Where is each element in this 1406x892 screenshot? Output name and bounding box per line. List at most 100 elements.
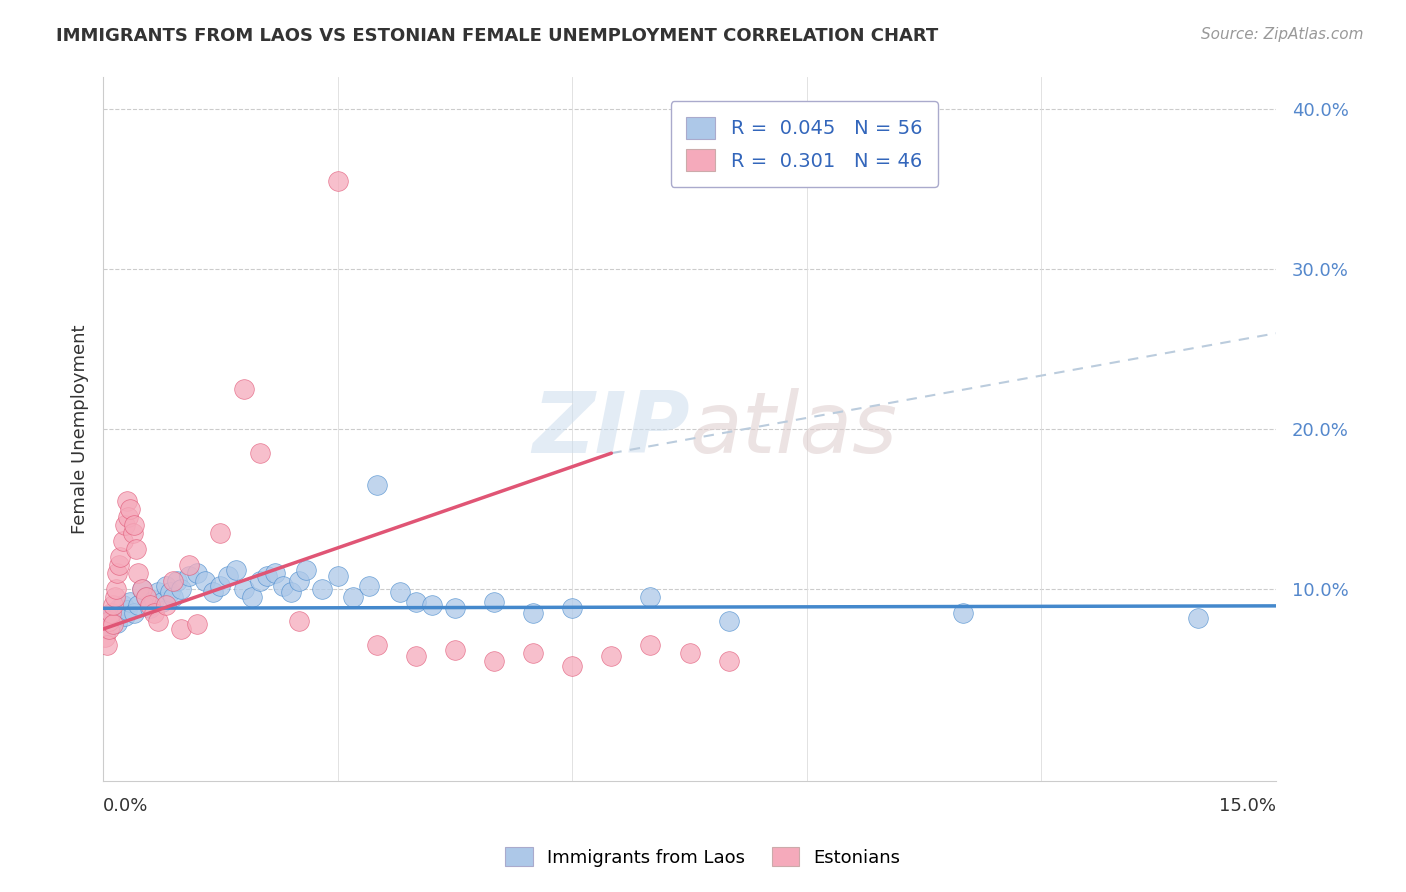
Point [105, 582, 128, 596]
Point [96, 622, 118, 636]
Point [104, 611, 127, 625]
Point [117, 510, 139, 524]
Point [482, 595, 505, 609]
Point [357, 579, 380, 593]
Point [240, 590, 263, 604]
Point [225, 563, 247, 577]
Point [139, 601, 162, 615]
Point [100, 617, 122, 632]
Point [295, 563, 318, 577]
Point [135, 590, 157, 604]
Point [717, 654, 740, 668]
Point [103, 598, 125, 612]
Point [127, 566, 149, 580]
Point [125, 542, 148, 557]
Text: 15.0%: 15.0% [1219, 797, 1277, 815]
Point [162, 574, 184, 588]
Point [142, 606, 165, 620]
Point [139, 598, 162, 612]
Point [124, 518, 146, 533]
Legend: R =  0.045   N = 56, R =  0.301   N = 46: R = 0.045 N = 56, R = 0.301 N = 46 [671, 101, 938, 187]
Point [561, 658, 583, 673]
Point [98, 614, 121, 628]
Point [131, 582, 153, 596]
Point [120, 595, 142, 609]
Point [124, 606, 146, 620]
Point [366, 638, 388, 652]
Point [311, 582, 333, 596]
Point [146, 614, 169, 628]
Legend: Immigrants from Laos, Estonians: Immigrants from Laos, Estonians [498, 840, 908, 874]
Point [561, 601, 583, 615]
Point [405, 649, 427, 664]
Point [420, 598, 443, 612]
Point [105, 615, 128, 630]
Point [179, 558, 201, 573]
Point [201, 585, 224, 599]
Point [155, 579, 177, 593]
Text: Source: ZipAtlas.com: Source: ZipAtlas.com [1201, 27, 1364, 42]
Point [162, 590, 184, 604]
Point [115, 494, 138, 508]
Point [107, 558, 129, 573]
Point [93, 630, 115, 644]
Point [444, 643, 467, 657]
Point [280, 585, 302, 599]
Point [186, 566, 208, 580]
Point [287, 574, 309, 588]
Point [179, 569, 201, 583]
Point [121, 526, 143, 541]
Point [444, 601, 467, 615]
Text: IMMIGRANTS FROM LAOS VS ESTONIAN FEMALE UNEMPLOYMENT CORRELATION CHART: IMMIGRANTS FROM LAOS VS ESTONIAN FEMALE … [56, 27, 938, 45]
Point [98, 614, 121, 628]
Point [135, 590, 157, 604]
Point [271, 579, 294, 593]
Point [120, 502, 142, 516]
Point [678, 646, 700, 660]
Point [232, 382, 254, 396]
Point [114, 518, 136, 533]
Point [522, 606, 544, 620]
Point [107, 601, 129, 615]
Point [142, 593, 165, 607]
Point [101, 617, 124, 632]
Point [256, 569, 278, 583]
Point [342, 590, 364, 604]
Point [111, 534, 134, 549]
Point [114, 609, 136, 624]
Point [326, 569, 349, 583]
Point [194, 574, 217, 588]
Point [186, 617, 208, 632]
Point [640, 590, 662, 604]
Point [522, 646, 544, 660]
Text: ZIP: ZIP [531, 388, 689, 471]
Point [640, 638, 662, 652]
Point [264, 566, 287, 580]
Point [389, 585, 412, 599]
Point [217, 569, 239, 583]
Point [131, 582, 153, 596]
Point [146, 585, 169, 599]
Point [150, 595, 173, 609]
Point [97, 622, 120, 636]
Point [952, 606, 974, 620]
Point [405, 595, 427, 609]
Point [155, 598, 177, 612]
Point [232, 582, 254, 596]
Point [1187, 611, 1209, 625]
Text: atlas: atlas [689, 388, 897, 471]
Point [209, 526, 232, 541]
Point [96, 638, 118, 652]
Point [110, 550, 132, 565]
Point [111, 598, 134, 612]
Point [209, 579, 232, 593]
Point [127, 598, 149, 612]
Point [170, 582, 193, 596]
Point [104, 590, 127, 604]
Point [166, 574, 188, 588]
Point [115, 603, 138, 617]
Y-axis label: Female Unemployment: Female Unemployment [72, 325, 89, 534]
Point [366, 478, 388, 492]
Text: 0.0%: 0.0% [103, 797, 149, 815]
Point [326, 174, 349, 188]
